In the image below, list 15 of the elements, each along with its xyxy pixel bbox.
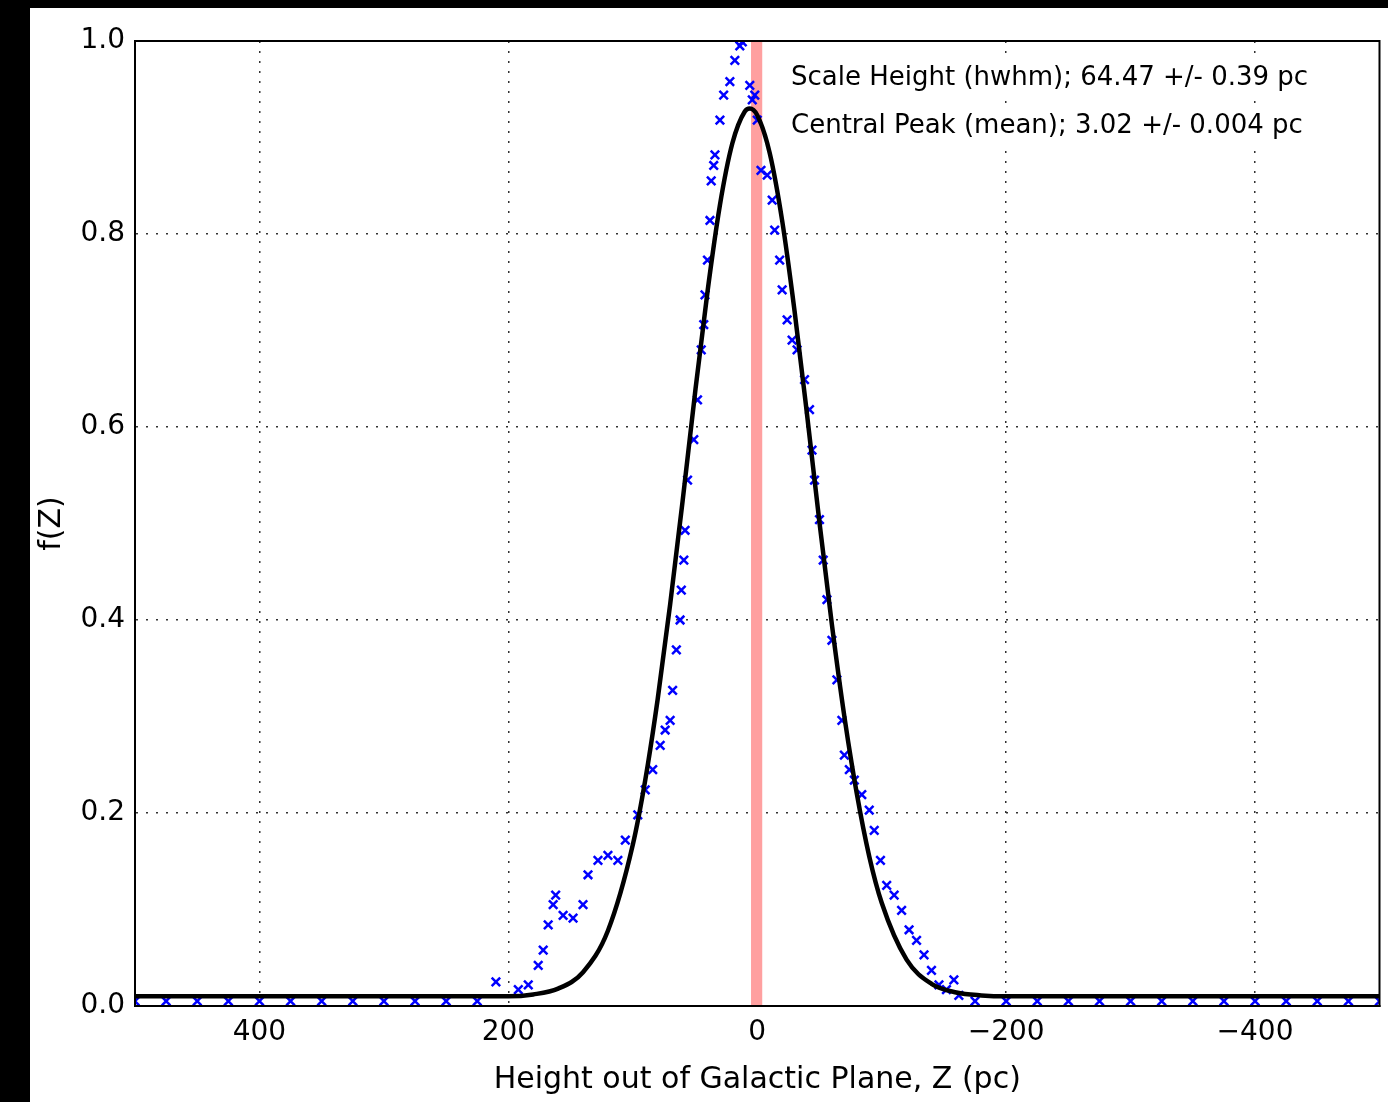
y-tick-label: 0.2 — [80, 794, 125, 828]
annotation: Central Peak (mean); 3.02 +/- 0.004 pc — [791, 108, 1303, 139]
x-tick-label: 400 — [232, 1014, 287, 1048]
x-tick-label: 0 — [748, 1014, 767, 1048]
y-tick-label: 0.0 — [80, 987, 125, 1021]
x-tick-label: 200 — [481, 1014, 536, 1048]
y-tick-label: 0.6 — [80, 408, 125, 442]
x-tick-label: −400 — [1216, 1014, 1294, 1048]
y-tick-label: 1.0 — [80, 22, 125, 56]
x-axis-title: Height out of Galactic Plane, Z (pc) — [493, 1059, 1021, 1095]
annotation: Scale Height (hwhm); 64.47 +/- 0.39 pc — [791, 60, 1309, 91]
x-tick-label: −200 — [967, 1014, 1045, 1048]
y-tick-label: 0.4 — [80, 601, 125, 635]
y-axis-title: f(Z) — [31, 496, 67, 551]
y-tick-label: 0.8 — [80, 215, 125, 249]
